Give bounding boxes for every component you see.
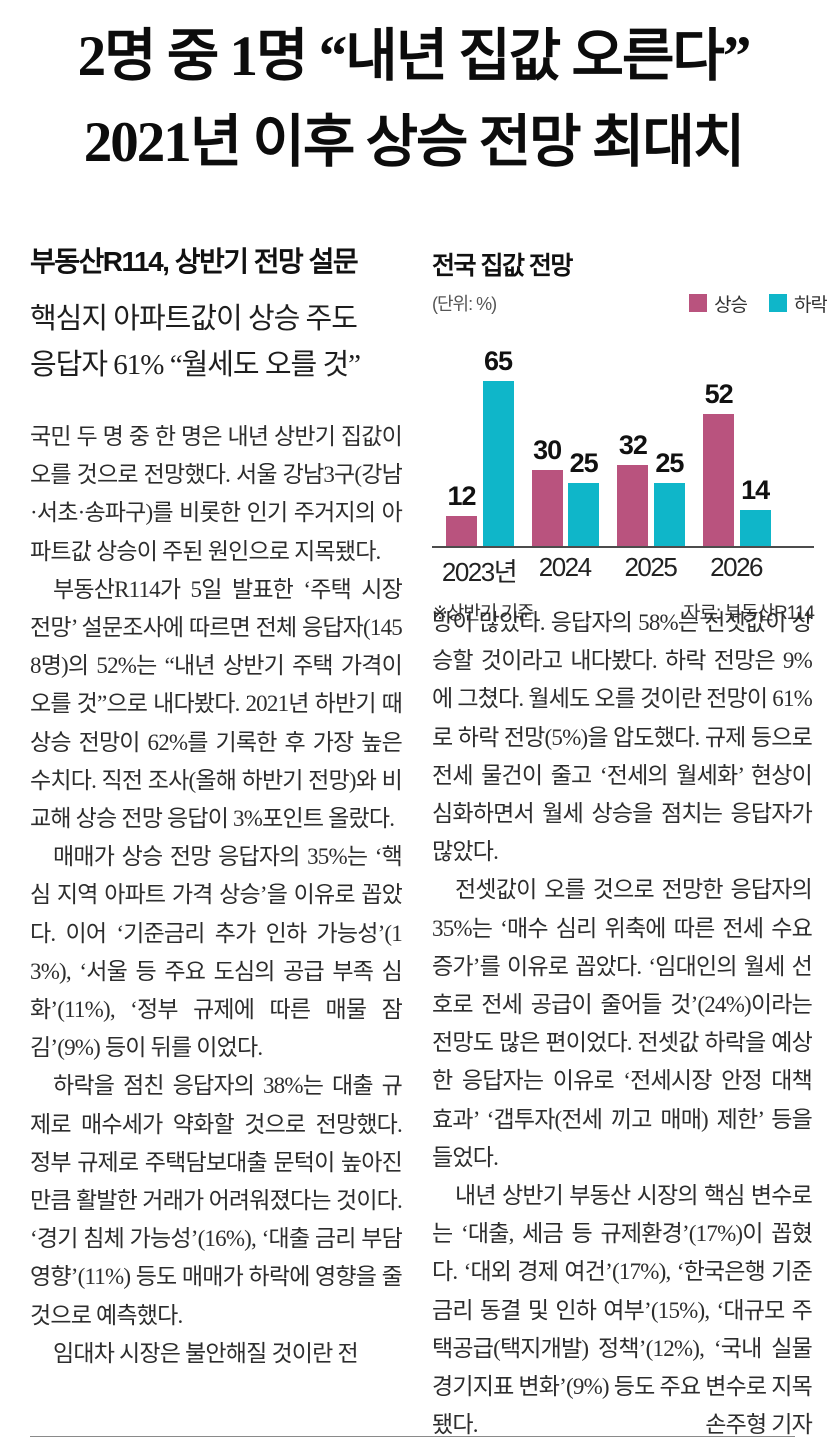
bar-하락-2023년 xyxy=(482,380,514,546)
kicker: 부동산R114, 상반기 전망 설문 xyxy=(30,246,359,277)
headline: 2명 중 1명 “내년 집값 오른다” 2021년 이후 상승 전망 최대치 xyxy=(0,14,827,186)
legend-item-상승: 상승 xyxy=(689,290,748,317)
chart-plot-area: 12 65 30 25 32 25 52 14 xyxy=(432,344,814,548)
x-axis-label-2026: 2026 xyxy=(710,552,763,582)
subhead-line-1: 핵심지 아파트값이 상승 주도 xyxy=(30,303,358,335)
chart-x-axis-labels: 2023년 2024 2025 2026 xyxy=(432,552,814,588)
bar-상승-2023년 xyxy=(446,515,477,546)
legend-label: 상승 xyxy=(714,294,748,316)
x-axis-label-2023년: 2023년 xyxy=(441,557,518,587)
legend-swatch xyxy=(689,294,708,312)
left-body-text: 국민 두 명 중 한 명은 내년 상반기 집값이 오를 것으로 전망했다. 서울… xyxy=(30,418,403,1373)
subhead-line-2: 응답자 61% “월세도 오를 것” xyxy=(30,349,361,381)
body-paragraph: 매매가 상승 전망 응답자의 35%는 ‘핵심 지역 아파트 가격 상승’을 이… xyxy=(30,844,403,1061)
body-paragraph: 망이 많았다. 응답자의 58%는 전셋값이 상승할 것이라고 내다봤다. 하락… xyxy=(432,610,813,865)
x-axis-label-2025: 2025 xyxy=(624,552,677,582)
body-paragraph: 내년 상반기 부동산 시장의 핵심 변수로는 ‘대출, 세금 등 규제환경’(1… xyxy=(432,1183,813,1438)
chart-footnotes: ※상반기 기준 자료: 부동산R114 xyxy=(432,598,815,625)
chart-footnote-basis: ※상반기 기준 xyxy=(432,603,535,624)
chart-source: 자료: 부동산R114 xyxy=(683,603,815,624)
body-paragraph: 하락을 점친 응답자의 38%는 대출 규제로 매수세가 약화할 것으로 전망했… xyxy=(30,1073,403,1328)
bar-value-label: 25 xyxy=(655,447,684,478)
legend-label: 하락 xyxy=(794,294,827,316)
headline-line-1: 2명 중 1명 “내년 집값 오른다” xyxy=(77,25,752,88)
legend-swatch xyxy=(769,294,788,312)
bar-하락-2026 xyxy=(739,510,771,546)
bar-value-label: 25 xyxy=(569,447,599,478)
chart-unit-label: (단위: %) xyxy=(432,294,497,314)
bar-value-label: 30 xyxy=(533,434,562,465)
right-column: 망이 많았다. 응답자의 58%는 전셋값이 상승할 것이라고 내다봤다. 하락… xyxy=(432,604,813,1444)
bar-상승-2026 xyxy=(703,413,735,546)
left-column: 부동산R114, 상반기 전망 설문 핵심지 아파트값이 상승 주도 응답자 6… xyxy=(30,240,403,1373)
body-paragraph: 전셋값이 오를 것으로 전망한 응답자의 35%는 ‘매수 심리 위축에 따른 … xyxy=(432,877,813,1170)
body-paragraph: 국민 두 명 중 한 명은 내년 상반기 집값이 오를 것으로 전망했다. 서울… xyxy=(30,424,403,564)
chart-legend: 상승 하락 xyxy=(689,290,827,317)
bar-상승-2025 xyxy=(617,464,649,546)
bar-value-label: 65 xyxy=(483,345,513,376)
byline: 손주형 기자 xyxy=(705,1412,813,1438)
legend-item-하락: 하락 xyxy=(769,290,827,317)
bar-value-label: 52 xyxy=(704,378,734,409)
headline-line-2: 2021년 이후 상승 전망 최대치 xyxy=(83,111,745,174)
bar-상승-2024 xyxy=(531,469,563,546)
chart-national-housing-price-outlook: 전국 집값 전망 (단위: %) 상승 하락 12 65 30 25 32 25 52 14 2… xyxy=(432,246,827,625)
bar-하락-2024 xyxy=(568,482,600,546)
body-paragraph: 부동산R114가 5일 발표한 ‘주택 시장 전망’ 설문조사에 따르면 전체 … xyxy=(30,576,403,832)
subhead: 핵심지 아파트값이 상승 주도 응답자 61% “월세도 오를 것” xyxy=(30,296,402,388)
chart-meta-row: (단위: %) 상승 하락 xyxy=(432,290,827,316)
body-paragraph: 임대차 시장은 불안해질 것이란 전 xyxy=(53,1340,359,1366)
bar-value-label: 32 xyxy=(618,429,648,460)
section-divider xyxy=(30,1436,795,1437)
bar-value-label: 14 xyxy=(741,475,770,506)
bar-value-label: 12 xyxy=(447,480,476,511)
bar-하락-2025 xyxy=(653,482,685,546)
chart-title: 전국 집값 전망 xyxy=(432,252,573,280)
x-axis-label-2024: 2024 xyxy=(538,552,592,582)
